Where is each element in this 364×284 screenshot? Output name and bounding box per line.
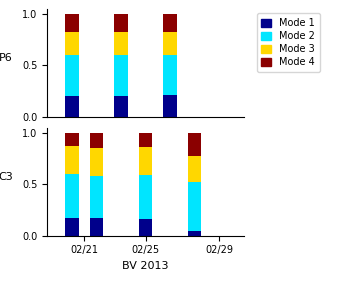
Bar (188, 133, 202, 156)
Legend: Mode 1, Mode 2, Mode 3, Mode 4: Mode 1, Mode 2, Mode 3, Mode 4 (257, 13, 320, 72)
Bar (90, 133, 103, 148)
Bar (139, 133, 153, 147)
Bar (114, 32, 128, 55)
Bar (65, 96, 79, 117)
Bar (139, 147, 153, 175)
Bar (65, 133, 79, 146)
Bar (90, 218, 103, 236)
Bar (65, 218, 79, 236)
Bar (163, 95, 177, 117)
Y-axis label: P6: P6 (0, 53, 12, 62)
Bar (65, 55, 79, 96)
Bar (139, 219, 153, 236)
Bar (65, 174, 79, 218)
Bar (163, 55, 177, 95)
Bar (114, 55, 128, 96)
X-axis label: BV 2013: BV 2013 (122, 261, 169, 271)
Bar (163, 14, 177, 32)
Bar (139, 175, 153, 219)
Bar (188, 182, 202, 231)
Bar (65, 14, 79, 32)
Y-axis label: C3: C3 (0, 172, 13, 182)
Bar (188, 156, 202, 182)
Bar (114, 14, 128, 32)
Bar (188, 231, 202, 236)
Bar (65, 146, 79, 174)
Bar (90, 148, 103, 176)
Bar (114, 96, 128, 117)
Bar (65, 32, 79, 55)
Bar (90, 176, 103, 218)
Bar (163, 32, 177, 55)
